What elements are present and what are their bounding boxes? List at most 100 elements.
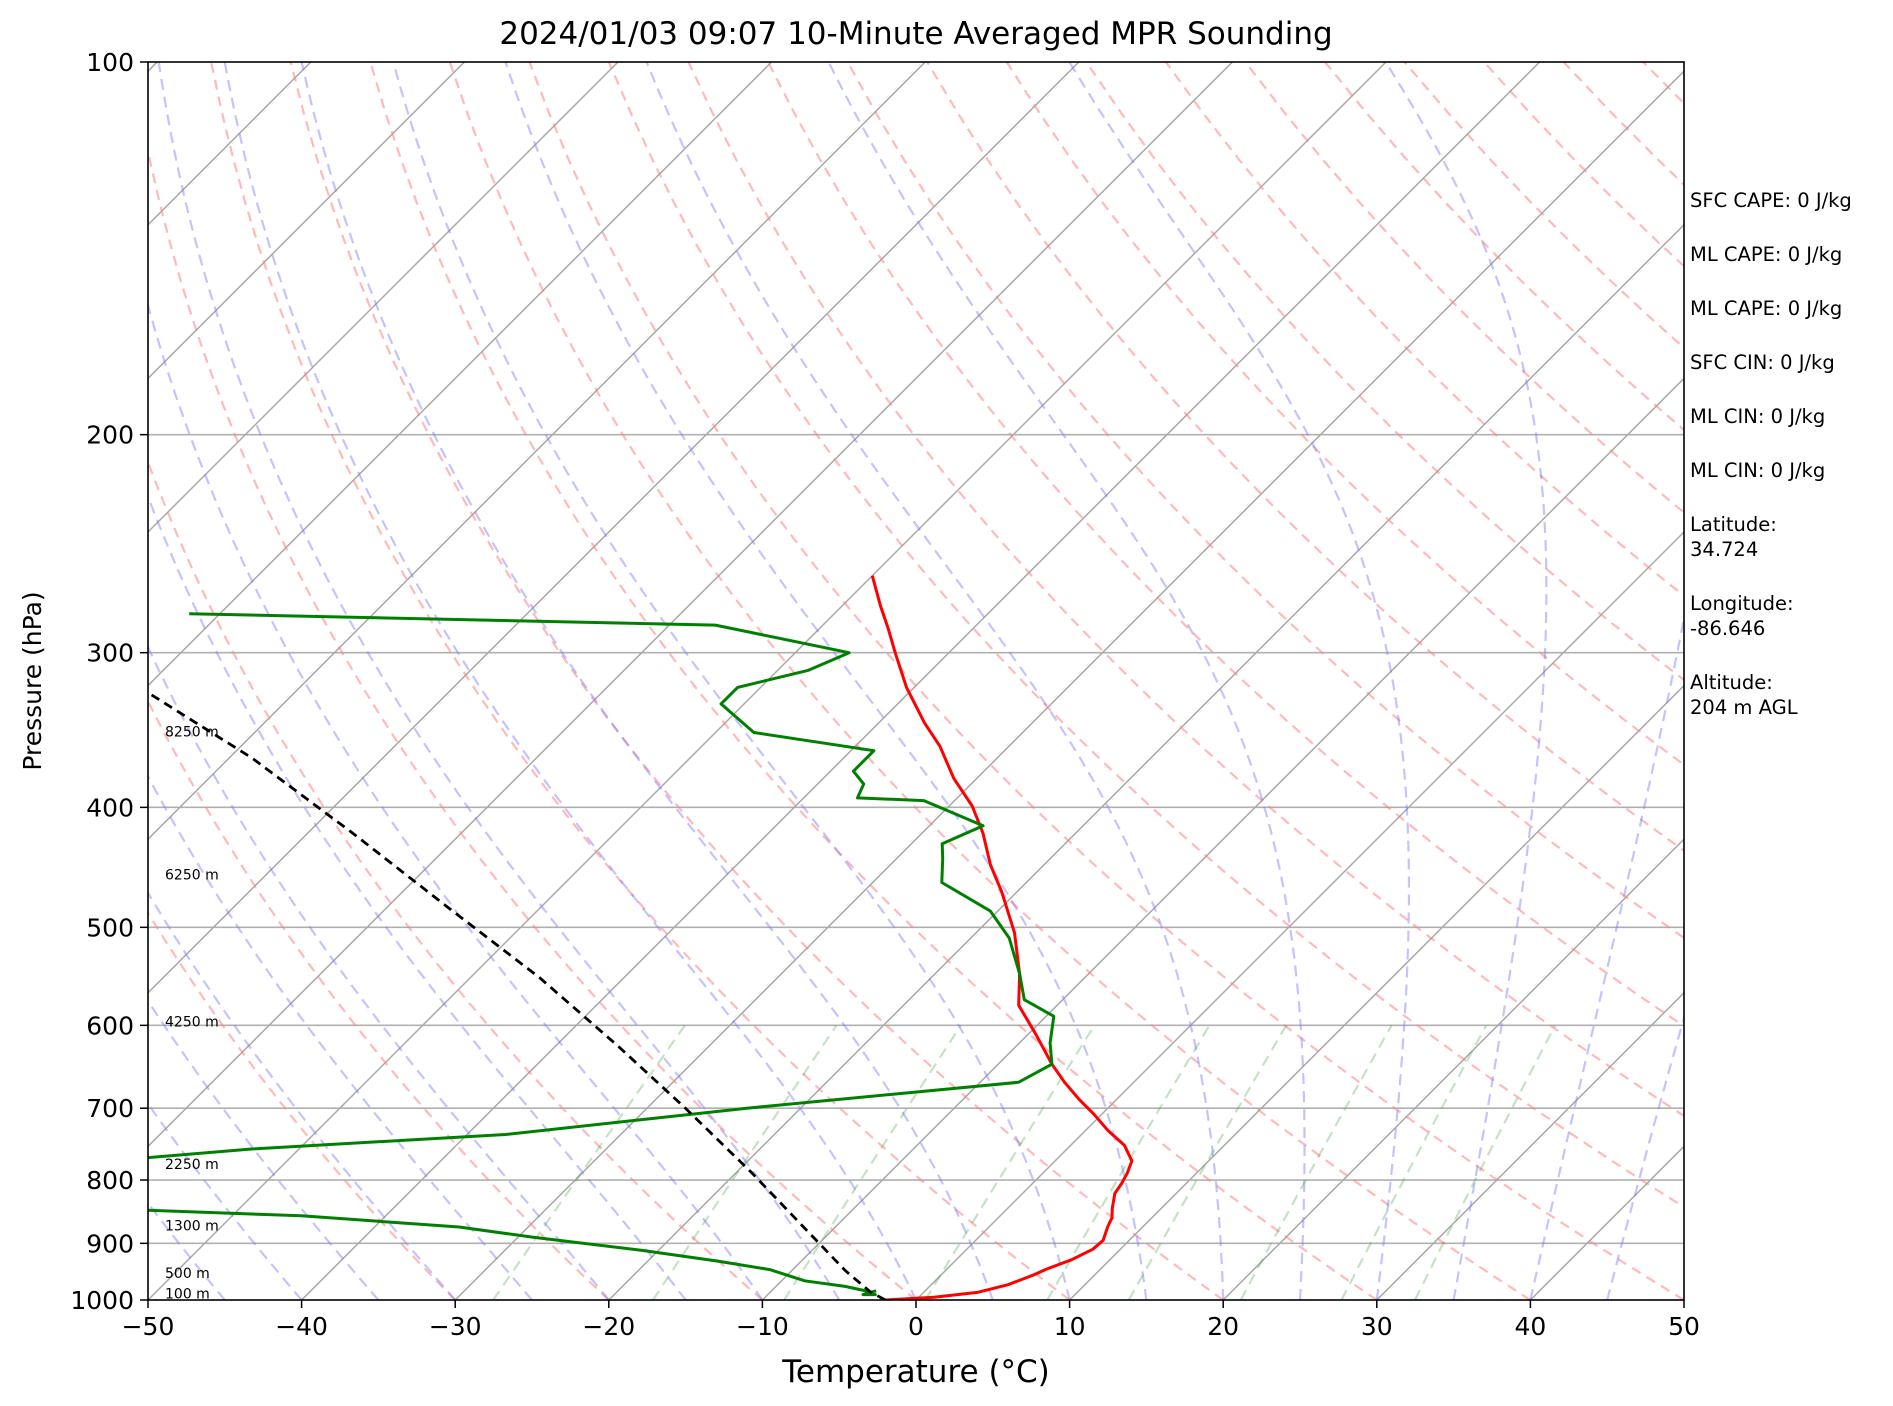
x-tick-label: 0 (908, 1312, 924, 1341)
axes: 8250 m 6250 m 4250 m 2250 m 1300 m 500 m 100 m… (70, 48, 1700, 1341)
isotherm-line (454, 70, 1684, 1300)
isotherm-line (761, 377, 1684, 1300)
dry-adiabat-line (148, 910, 456, 1300)
isotherm-line (148, 62, 926, 841)
sounding-lines (148, 575, 1134, 1300)
moist-adiabat-line (148, 301, 764, 1300)
dry-adiabat-line (448, 62, 1531, 1300)
isotherm-line (1222, 838, 1684, 1300)
dry-adiabat-line (289, 62, 1224, 1300)
isotherm-line (1376, 991, 1684, 1300)
y-tick-label: 100 (86, 48, 134, 77)
isotherm-line (0, 62, 4, 1300)
x-axis-label: Temperature (°C) (781, 1354, 1050, 1390)
moist-adiabat-line (157, 62, 841, 1300)
mixing-ratio-line (492, 1024, 686, 1300)
moist-adiabat-line (392, 62, 1071, 1300)
height-label: 8250 m (165, 724, 219, 740)
x-tick-label: 20 (1207, 1312, 1239, 1341)
isotherm-line (148, 62, 465, 380)
moist-adiabat-line (223, 62, 917, 1300)
x-tick-label: 40 (1514, 1312, 1546, 1341)
y-tick-label: 600 (86, 1011, 134, 1040)
moist-adiabat-line (148, 999, 380, 1300)
mixing-ratio-line (924, 1024, 1096, 1300)
dry-adiabat-line (767, 62, 1684, 1028)
x-tick-label: −50 (122, 1312, 175, 1341)
moist-adiabat-line (1529, 612, 1684, 1300)
stat-line: SFC CIN: 0 J/kg (1690, 351, 1835, 374)
dry-adiabat-line (210, 62, 1071, 1300)
mixing-ratio-line (651, 1024, 838, 1300)
isotherm-line (301, 62, 1541, 1300)
background-lines (0, 62, 1684, 1300)
dry-adiabat-line (687, 62, 1684, 1118)
height-label: 4250 m (165, 1015, 219, 1031)
height-label: 1300 m (165, 1218, 219, 1234)
dry-adiabat-line (148, 699, 610, 1300)
stat-line: SFC CAPE: 0 J/kg (1690, 189, 1852, 212)
stat-line: Longitude: -86.646 (1690, 592, 1794, 640)
y-tick-label: 400 (86, 793, 134, 822)
isotherm-line (148, 62, 619, 534)
mixing-ratio-line (1414, 1024, 1557, 1300)
x-tick-label: 10 (1054, 1312, 1086, 1341)
x-tick-label: −20 (582, 1312, 635, 1341)
dry-adiabat-line (148, 145, 917, 1300)
y-tick-label: 500 (86, 913, 134, 942)
stat-line: Latitude: 34.724 (1690, 513, 1777, 561)
isotherm-line (1069, 684, 1684, 1300)
stat-line: ML CAPE: 0 J/kg (1690, 243, 1843, 266)
isotherm-line (148, 62, 1080, 994)
mixing-ratio-line (1239, 1024, 1393, 1300)
stat-line: ML CAPE: 0 J/kg (1690, 297, 1843, 320)
y-tick-label: 900 (86, 1229, 134, 1258)
height-label: 6250 m (165, 867, 219, 883)
parcel-line (148, 691, 886, 1300)
stat-line: Altitude: 204 m AGL (1690, 671, 1798, 719)
mixing-ratio-line (783, 1024, 962, 1300)
chart-title: 2024/01/03 09:07 10-Minute Averaged MPR … (499, 16, 1332, 52)
height-label: 100 m (165, 1287, 210, 1303)
moist-adiabat-line (1384, 62, 1548, 1300)
moist-adiabat-line (827, 62, 1306, 1300)
dewpoint-line (148, 612, 1056, 1297)
moist-adiabat-line (148, 1201, 226, 1300)
moist-adiabat-line (148, 493, 687, 1300)
y-tick-label: 700 (86, 1094, 134, 1123)
moist-adiabat-line (300, 62, 994, 1300)
moist-adiabat-line (148, 774, 533, 1300)
x-tick-label: 50 (1668, 1312, 1700, 1341)
height-label: 2250 m (165, 1157, 219, 1173)
temperature-line (870, 575, 1134, 1300)
stat-line: ML CIN: 0 J/kg (1690, 459, 1826, 482)
y-axis-label: Pressure (hPa) (18, 591, 47, 770)
x-tick-label: 30 (1361, 1312, 1393, 1341)
y-tick-label: 200 (86, 421, 134, 450)
moist-adiabat-line (645, 62, 1225, 1300)
x-tick-label: −10 (736, 1312, 789, 1341)
moist-adiabat-line (1068, 62, 1410, 1300)
plot-frame (147, 61, 1685, 1301)
moist-adiabat-line (504, 62, 1148, 1300)
mixing-ratio-line (1127, 1024, 1288, 1300)
isotherm-line (148, 62, 1233, 1148)
dry-adiabat-line (1005, 62, 1684, 767)
isotherm-line (608, 223, 1684, 1300)
dry-adiabat-line (846, 62, 1684, 940)
moist-adiabat-line (148, 644, 610, 1300)
mixing-ratio-line (1046, 1024, 1211, 1300)
isotherm-line (148, 62, 773, 687)
stat-line: ML CIN: 0 J/kg (1690, 405, 1826, 428)
y-tick-label: 300 (86, 639, 134, 668)
mixing-ratio-line (1340, 1024, 1488, 1300)
height-label: 500 m (165, 1266, 210, 1282)
moist-adiabat-line (148, 890, 457, 1300)
dry-adiabat-line (528, 62, 1684, 1300)
x-tick-label: −40 (275, 1312, 328, 1341)
y-tick-label: 1000 (70, 1286, 134, 1315)
moist-adiabat-line (1606, 1014, 1684, 1300)
x-tick-label: −30 (429, 1312, 482, 1341)
isotherm-line (915, 530, 1684, 1300)
